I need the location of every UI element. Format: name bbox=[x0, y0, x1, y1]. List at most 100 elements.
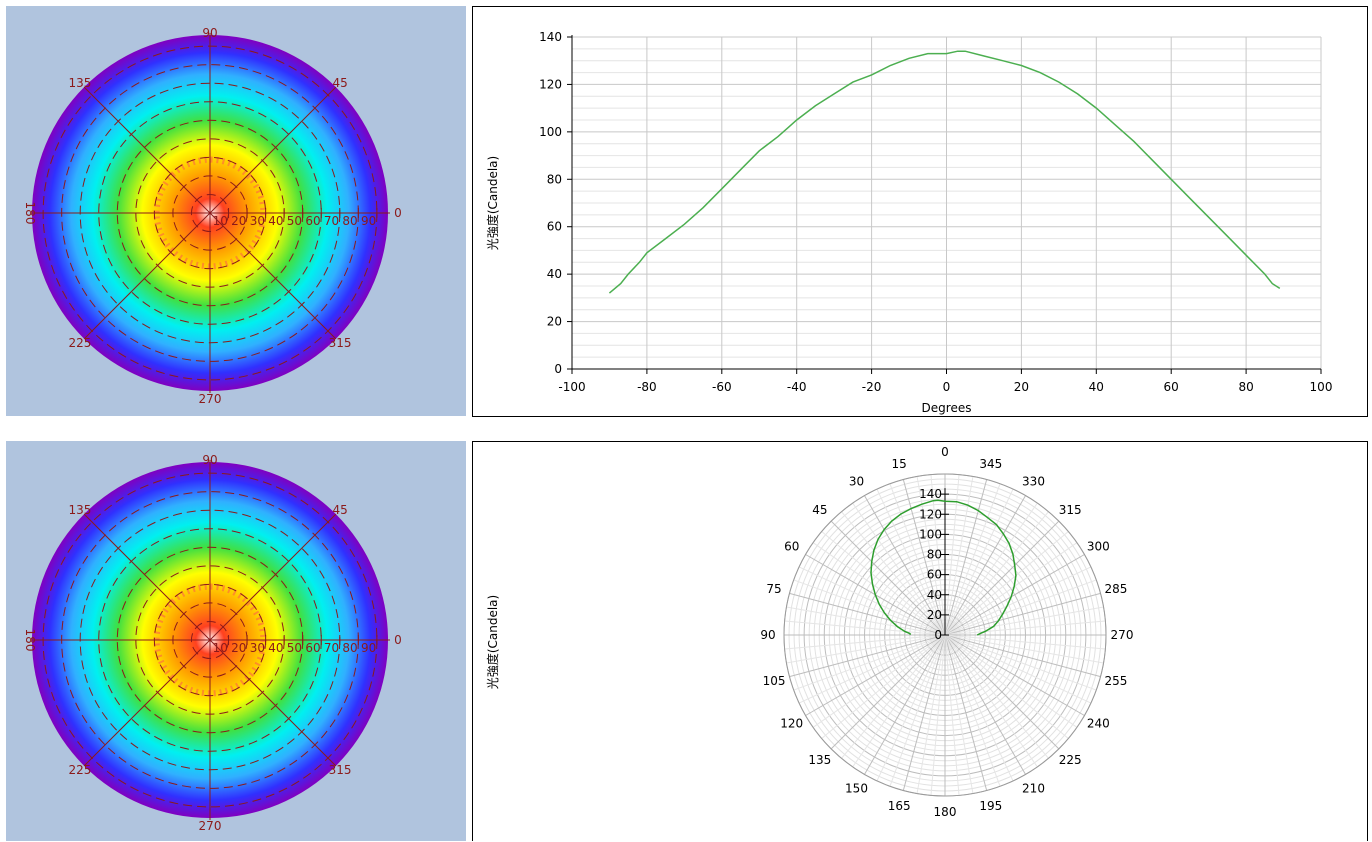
angular-gridline bbox=[944, 531, 1069, 636]
angle-label-270: 270 bbox=[199, 819, 222, 833]
angular-gridline bbox=[889, 483, 946, 636]
angular-gridline bbox=[944, 620, 1106, 636]
angular-gridline bbox=[944, 634, 974, 794]
angular-gridline bbox=[944, 634, 988, 791]
ring-label-20: 20 bbox=[231, 641, 246, 655]
angle-label-315: 315 bbox=[329, 763, 352, 777]
angular-gridline bbox=[793, 579, 946, 636]
angular-gridline bbox=[944, 479, 988, 636]
polar-intensity-map-top-svg: 10 20 30 40 50 60 70 80 90 90 45 0 315 270 225 180 135 bbox=[23, 26, 402, 406]
line-chart-svg: 0 20 40 60 80 100 120 140 -100 -80 -60 -40 -20 0 20 40 6… bbox=[485, 30, 1333, 415]
angular-gridline bbox=[784, 620, 946, 636]
angular-gridline bbox=[798, 566, 946, 636]
angle-label: 225 bbox=[1059, 753, 1082, 767]
angle-label-90: 90 bbox=[202, 453, 217, 467]
angular-gridline bbox=[944, 606, 1104, 636]
angular-gridline bbox=[944, 634, 1049, 759]
xtick-label: -20 bbox=[862, 380, 882, 394]
ring-label-90: 90 bbox=[361, 641, 376, 655]
ring-label-70: 70 bbox=[324, 214, 339, 228]
angular-gridline bbox=[821, 634, 946, 739]
angle-label: 180 bbox=[934, 805, 957, 819]
angle-label: 120 bbox=[780, 717, 803, 731]
polar-intensity-map-bottom-svg: 10 20 30 40 50 60 70 80 90 90 45 0 315 270 225 180 135 bbox=[23, 453, 402, 833]
ring-label-60: 60 bbox=[305, 641, 320, 655]
xtick-label: -80 bbox=[637, 380, 657, 394]
angle-label: 285 bbox=[1105, 582, 1128, 596]
angular-gridline bbox=[916, 634, 946, 794]
xtick-label: 100 bbox=[1310, 380, 1333, 394]
angle-label-180: 180 bbox=[23, 202, 37, 225]
angular-gridline bbox=[830, 520, 946, 636]
angle-label: 210 bbox=[1022, 781, 1045, 795]
ytick-label: 120 bbox=[539, 77, 562, 91]
angular-gridline bbox=[789, 634, 946, 678]
angle-label: 345 bbox=[979, 457, 1002, 471]
angular-gridline bbox=[852, 634, 946, 768]
angular-gridline bbox=[944, 634, 1060, 750]
xtick-label: -100 bbox=[558, 380, 585, 394]
angular-gridline bbox=[944, 634, 1106, 650]
angle-label-270: 270 bbox=[199, 392, 222, 406]
ring-label-80: 80 bbox=[342, 214, 357, 228]
intensity-line bbox=[608, 50, 1281, 294]
angular-gridline bbox=[805, 634, 946, 716]
ring-label-30: 30 bbox=[250, 214, 265, 228]
angle-label: 330 bbox=[1022, 475, 1045, 489]
ytick-label: 80 bbox=[547, 172, 562, 186]
angle-label: 240 bbox=[1087, 717, 1110, 731]
angular-gridline bbox=[944, 634, 1038, 768]
angular-gridline bbox=[944, 634, 1078, 728]
angular-gridline bbox=[944, 554, 1085, 636]
angular-gridline bbox=[902, 479, 946, 636]
angular-gridline bbox=[793, 634, 946, 691]
angular-gridline bbox=[944, 634, 1097, 691]
angular-gridline bbox=[789, 592, 946, 636]
angle-label-90: 90 bbox=[202, 26, 217, 40]
angular-gridline bbox=[944, 483, 1001, 636]
angular-gridline bbox=[944, 634, 1069, 739]
x-axis-title: Degrees bbox=[922, 401, 972, 415]
angle-label: 0 bbox=[941, 445, 949, 459]
angular-gridline bbox=[944, 502, 1038, 636]
angle-label: 255 bbox=[1105, 674, 1128, 688]
polar-chart-panel: 0 20 40 60 80 100 120 140 0 345 330 315 300 285 270 255… bbox=[472, 441, 1368, 841]
axis-diagonal-2 bbox=[83, 513, 337, 767]
angular-gridline bbox=[944, 579, 1097, 636]
angle-label: 60 bbox=[784, 540, 799, 554]
angle-label: 300 bbox=[1087, 540, 1110, 554]
angular-gridline bbox=[852, 502, 946, 636]
angular-gridline bbox=[944, 476, 974, 636]
polar-chart-svg: 0 20 40 60 80 100 120 140 0 345 330 315 300 285 270 255… bbox=[485, 445, 1134, 819]
angle-label-135: 135 bbox=[68, 503, 91, 517]
radial-tick-label: 60 bbox=[927, 568, 942, 582]
axis-diagonal-2 bbox=[83, 86, 337, 340]
angular-gridline bbox=[944, 634, 1026, 775]
angular-gridline bbox=[786, 634, 946, 664]
angle-label: 195 bbox=[979, 799, 1002, 813]
polar-y-axis-title: 光強度(Candela) bbox=[485, 595, 500, 689]
angular-gridline bbox=[944, 634, 1104, 664]
ring-label-90: 90 bbox=[361, 214, 376, 228]
xtick-label: 40 bbox=[1089, 380, 1104, 394]
angular-gridline bbox=[944, 542, 1078, 636]
angular-gridline bbox=[944, 511, 1049, 636]
ring-label-70: 70 bbox=[324, 641, 339, 655]
angular-gridline bbox=[821, 531, 946, 636]
angular-gridline bbox=[864, 495, 946, 636]
ytick-label: 60 bbox=[547, 220, 562, 234]
xtick-label: 80 bbox=[1238, 380, 1253, 394]
angle-label: 135 bbox=[808, 753, 831, 767]
angular-gridline bbox=[916, 476, 946, 636]
ring-label-20: 20 bbox=[231, 214, 246, 228]
angular-gridline bbox=[812, 634, 946, 728]
angular-gridline bbox=[944, 634, 1014, 782]
angular-gridline bbox=[944, 634, 1092, 704]
angle-label: 75 bbox=[766, 582, 781, 596]
ring-label-10: 10 bbox=[213, 214, 228, 228]
angle-label: 270 bbox=[1111, 628, 1134, 642]
radial-tick-label: 100 bbox=[919, 527, 942, 541]
angular-gridline bbox=[784, 634, 946, 650]
ytick-label: 20 bbox=[547, 315, 562, 329]
ring-label-40: 40 bbox=[268, 214, 283, 228]
